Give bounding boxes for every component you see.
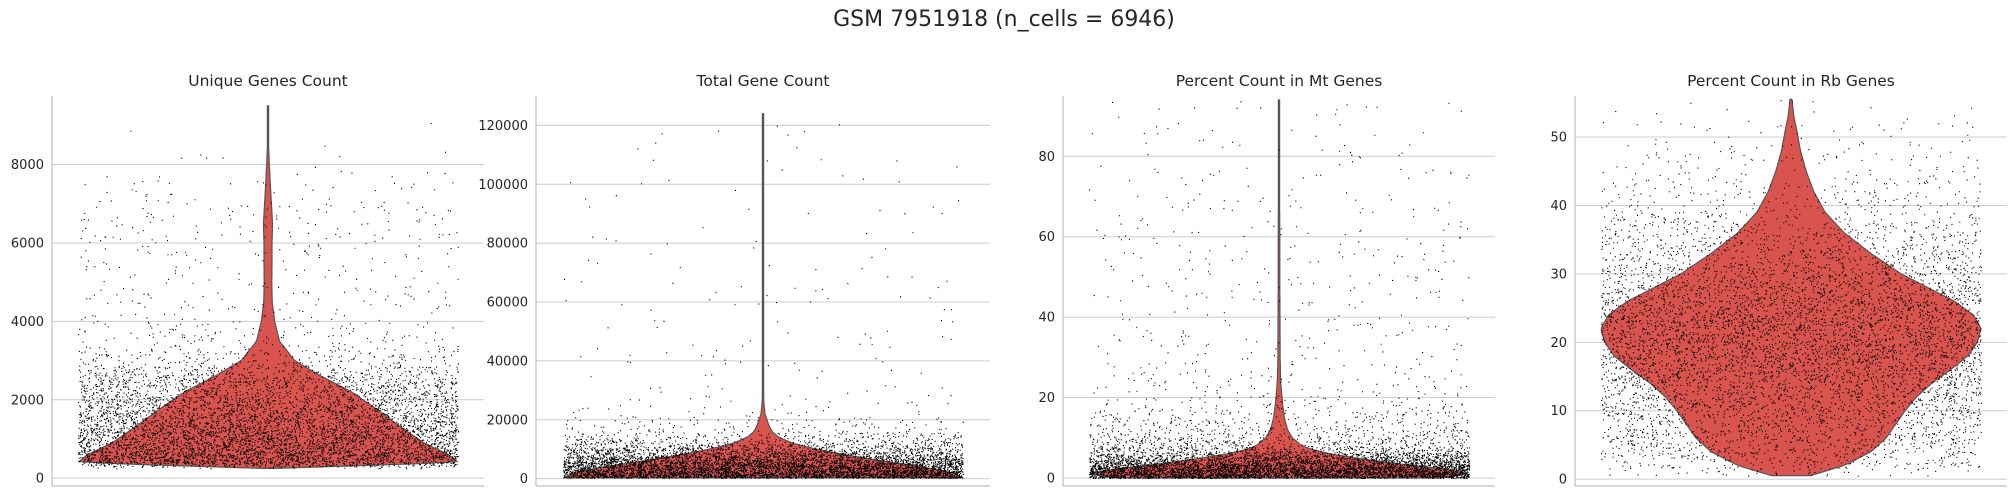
violin-body bbox=[1092, 99, 1466, 479]
y-tick-label: 0 bbox=[1047, 471, 1055, 486]
y-tick-label: 20000 bbox=[487, 413, 528, 428]
y-tick-label: 0 bbox=[36, 472, 44, 487]
y-tick-label: 40000 bbox=[487, 354, 528, 369]
y-tick-label: 80000 bbox=[487, 237, 528, 252]
plot-area bbox=[562, 113, 964, 479]
plot-area bbox=[77, 105, 460, 470]
y-tick-label: 20 bbox=[1038, 391, 1055, 406]
y-tick-label: 4000 bbox=[11, 315, 44, 330]
violin-panels: Unique Genes Count02000400060008000Total… bbox=[11, 72, 2007, 488]
y-tick-label: 10 bbox=[1550, 404, 1567, 419]
panel-title: Unique Genes Count bbox=[188, 72, 348, 90]
y-tick-label: 120000 bbox=[478, 119, 528, 134]
panel-2: Total Gene Count 0 20000 40000 60000 80000 100… bbox=[478, 72, 990, 487]
violin-body bbox=[562, 113, 964, 479]
y-tick-label: 0 bbox=[520, 472, 528, 487]
y-tick-label: 40 bbox=[1038, 311, 1055, 326]
y-tick-label: 6000 bbox=[11, 236, 44, 251]
y-tick-label: 50 bbox=[1550, 131, 1567, 146]
y-tick-label: 8000 bbox=[11, 158, 44, 173]
y-tick-label: 0 bbox=[1559, 473, 1567, 488]
y-tick-label: 40 bbox=[1550, 199, 1567, 214]
panel-1: Unique Genes Count 0 2000 4000 6000 8000 bbox=[11, 72, 484, 487]
panel-title: Percent Count in Mt Genes bbox=[1176, 72, 1383, 90]
y-tick-label: 2000 bbox=[11, 393, 44, 408]
y-tick-label: 60 bbox=[1038, 230, 1055, 245]
panel-title: Percent Count in Rb Genes bbox=[1687, 72, 1895, 90]
panel-4: Percent Count in Rb Genes 0 10 20 30 40 50 bbox=[1550, 72, 2007, 488]
y-tick-label: 80 bbox=[1038, 150, 1055, 165]
panel-3: Percent Count in Mt Genes 0 20 40 60 80 bbox=[1038, 72, 1495, 487]
y-tick-label: 20 bbox=[1550, 336, 1567, 351]
plot-area bbox=[1089, 99, 1471, 480]
plot-area bbox=[1600, 98, 1982, 477]
y-tick-label: 60000 bbox=[487, 296, 528, 311]
figure-title: GSM 7951918 (n_cells = 6946) bbox=[833, 7, 1175, 32]
y-tick-label: 100000 bbox=[478, 178, 528, 193]
y-tick-label: 30 bbox=[1550, 267, 1567, 282]
panel-title: Total Gene Count bbox=[696, 72, 830, 90]
